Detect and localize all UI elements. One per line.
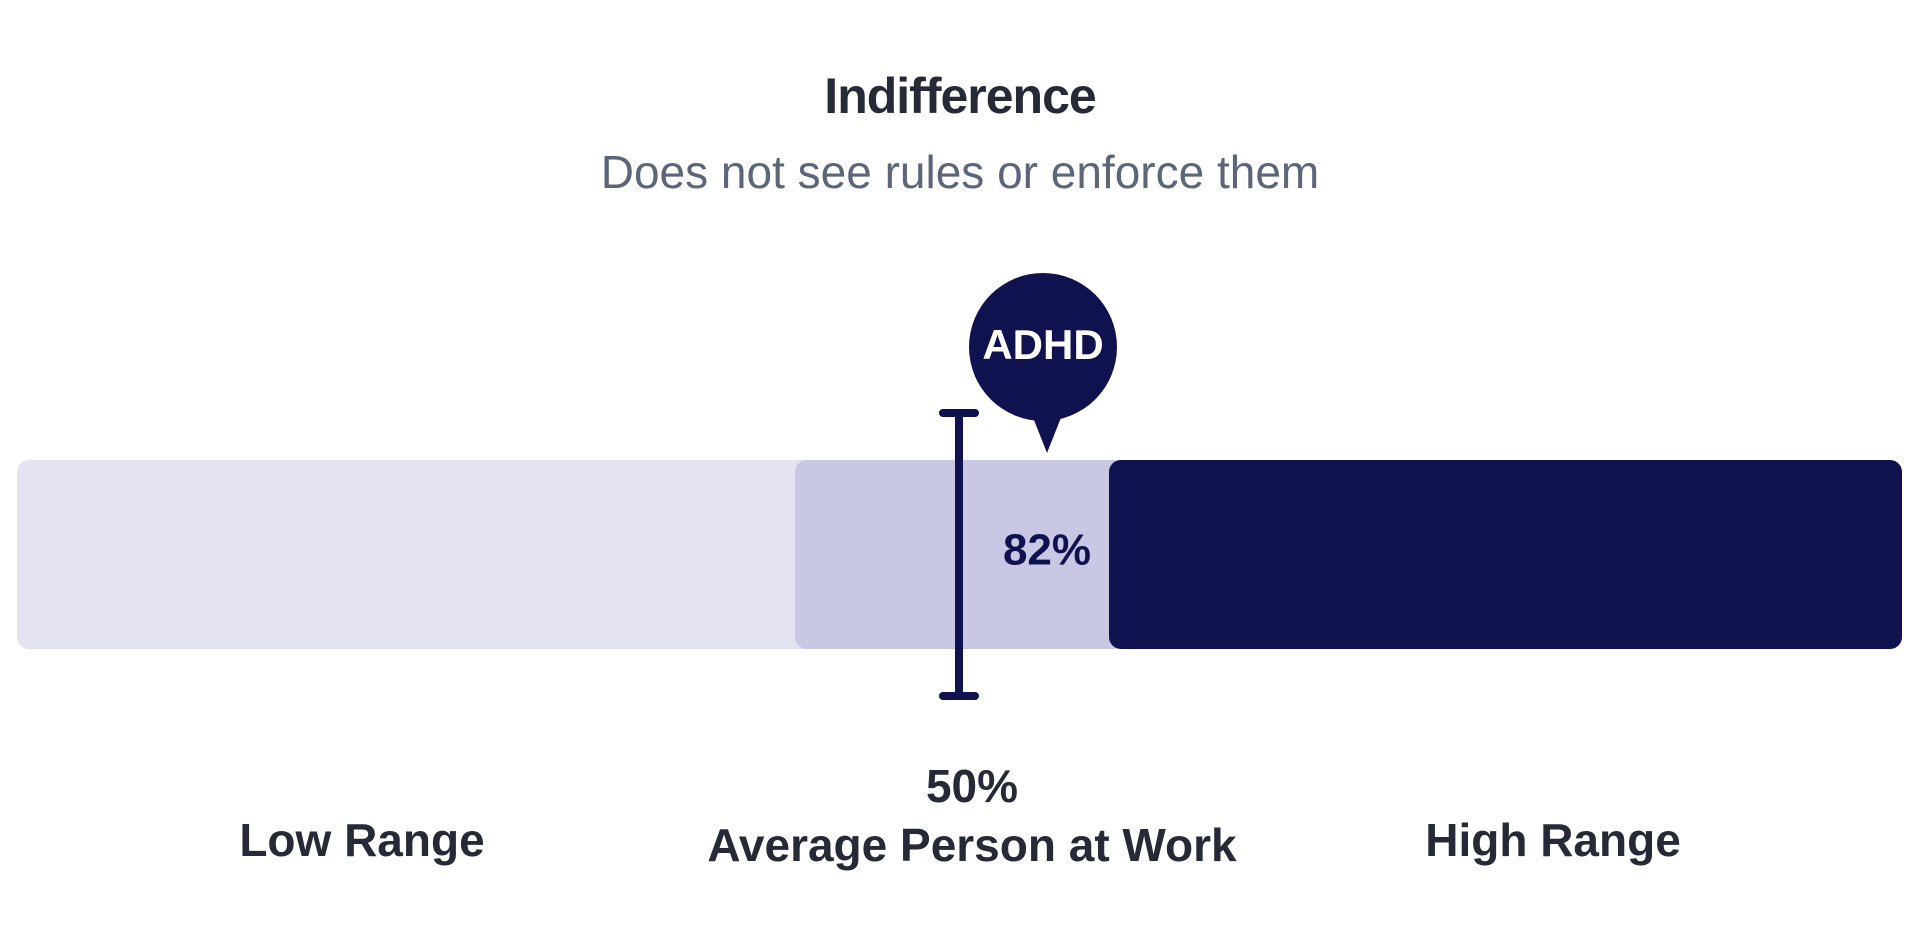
title: Indifference (824, 68, 1096, 124)
low-range-label: Low Range (239, 814, 484, 866)
subtitle: Does not see rules or enforce them (601, 146, 1319, 198)
pin-label: ADHD (982, 321, 1103, 368)
high-segment (1109, 460, 1902, 649)
adhd-pin (969, 273, 1117, 453)
average-label: Average Person at Work (707, 819, 1237, 871)
score: 82% (1003, 526, 1091, 575)
average-marker (939, 409, 979, 700)
high-range-label: High Range (1425, 814, 1681, 866)
average-value: 50% (926, 760, 1018, 812)
